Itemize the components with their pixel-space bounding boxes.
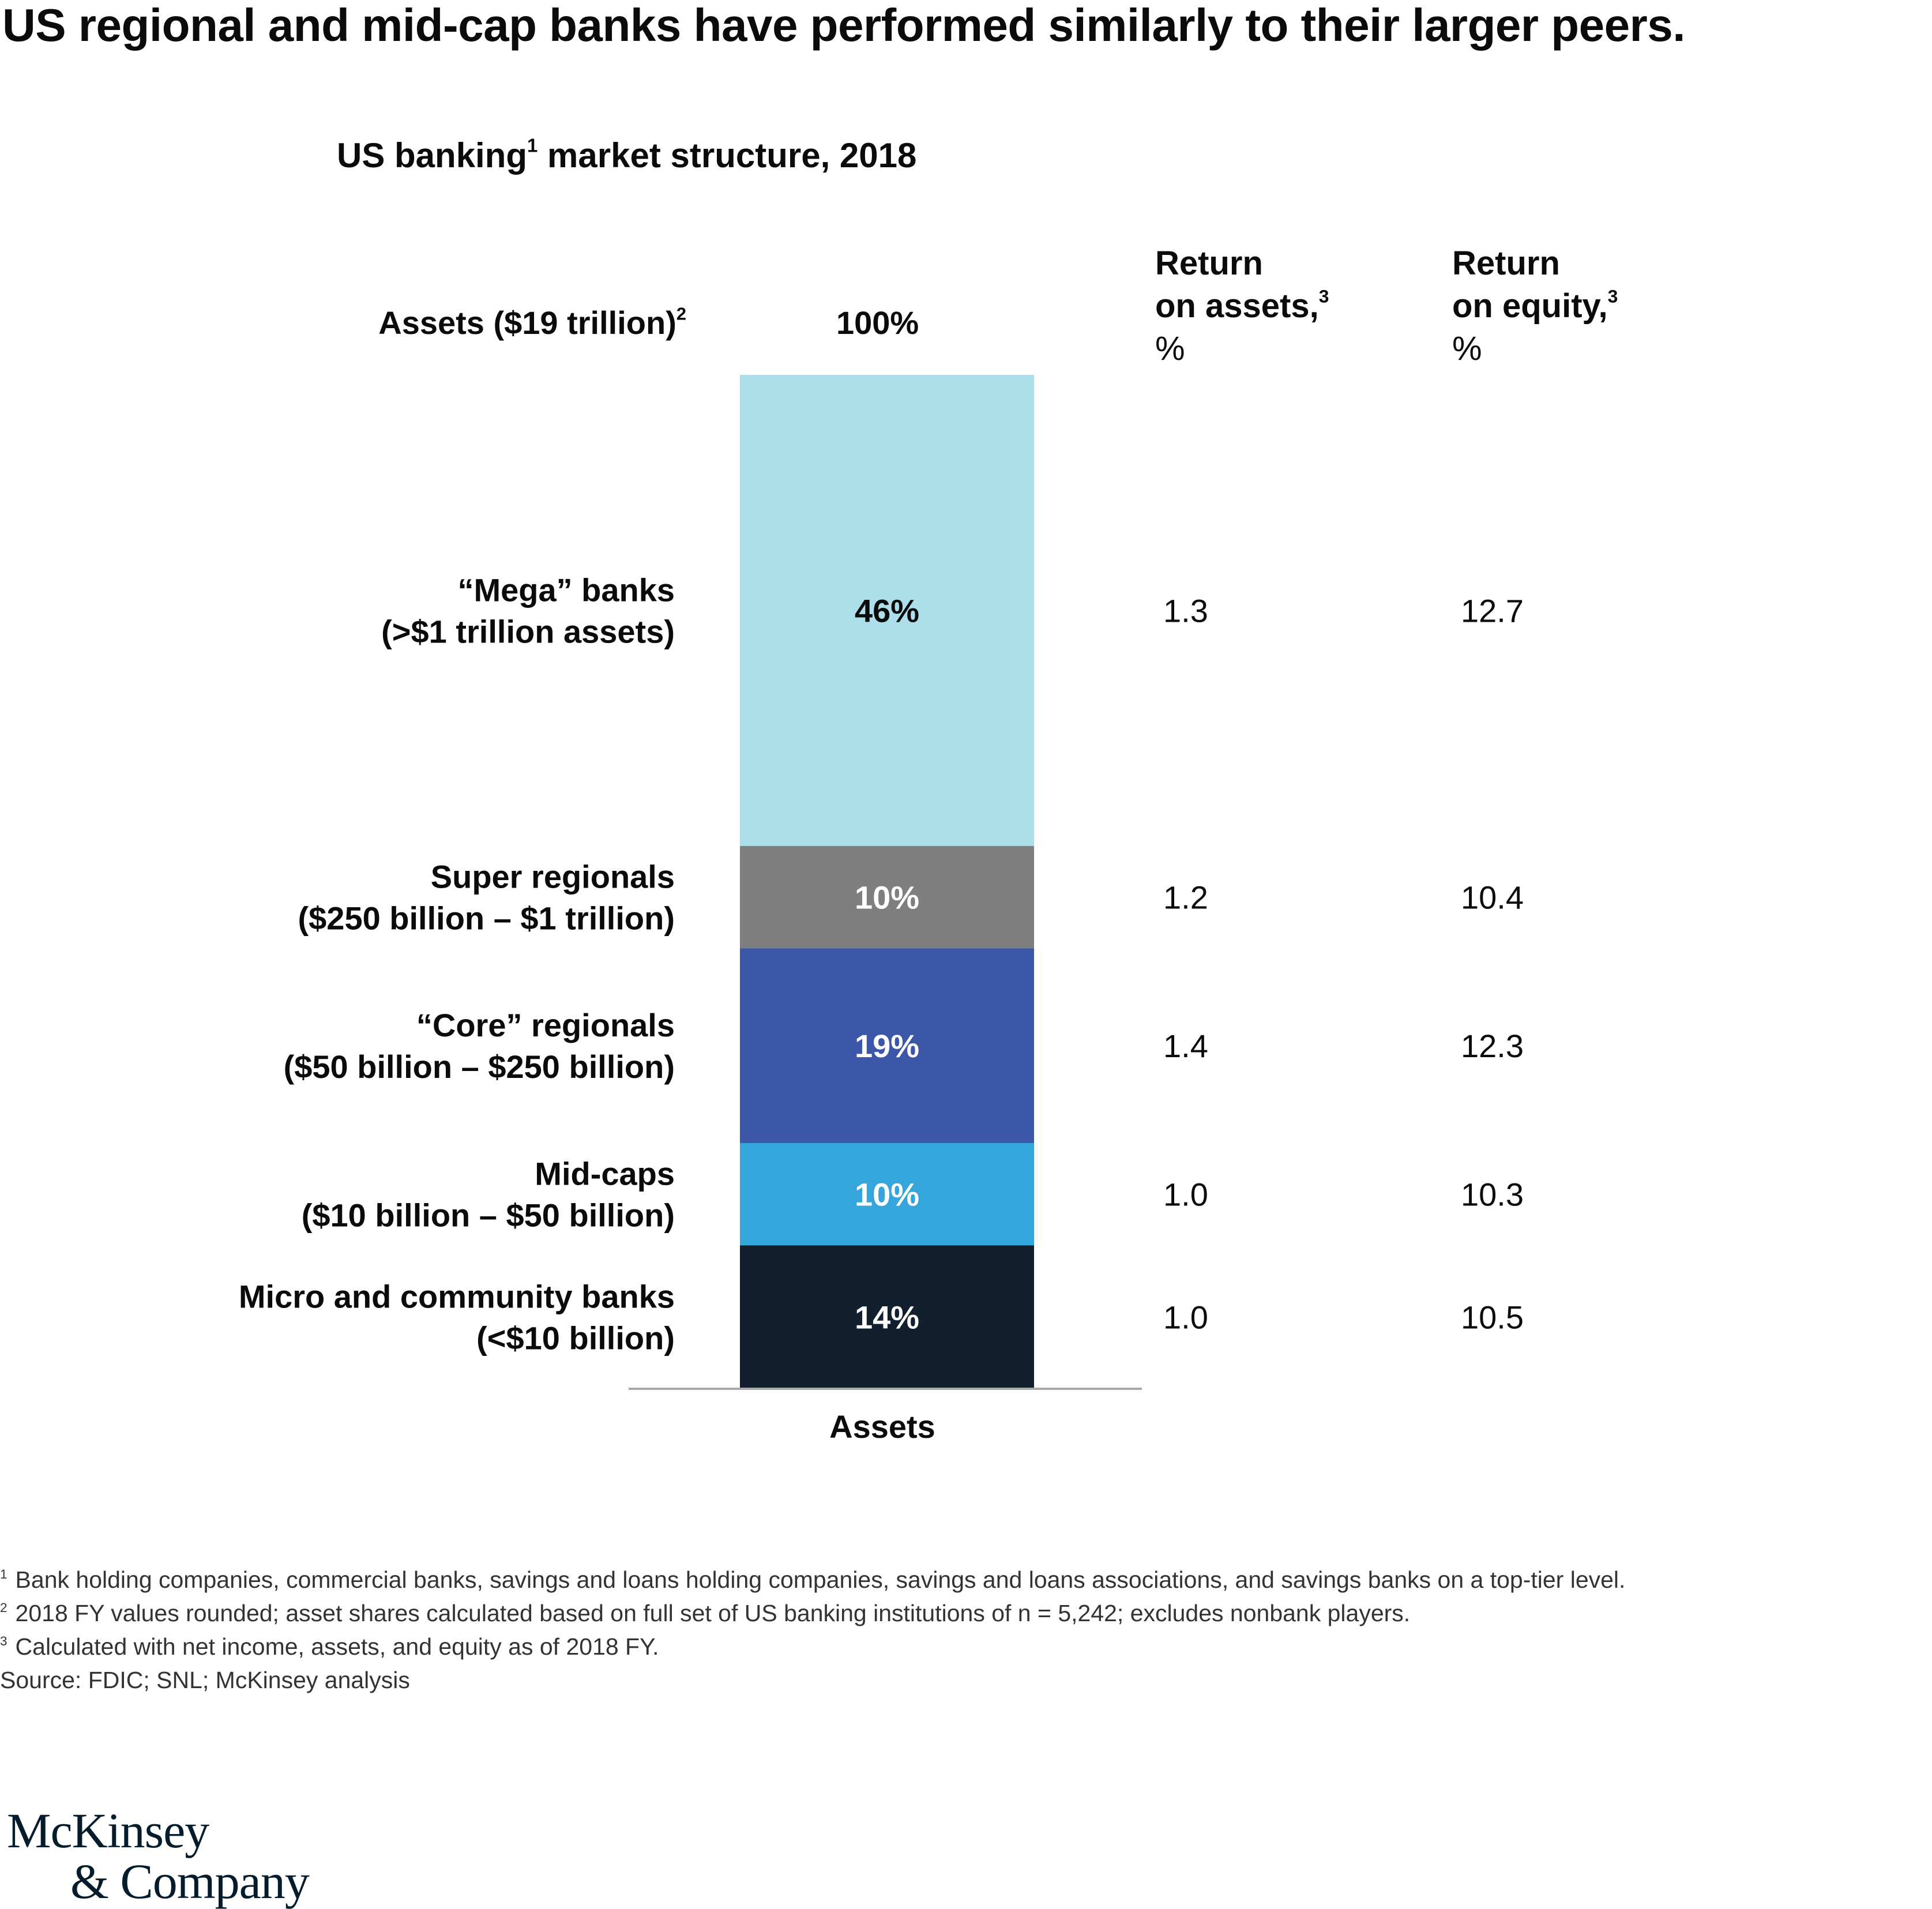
footnote: Source: FDIC; SNL; McKinsey analysis	[0, 1663, 1625, 1697]
assets-total-label: Assets ($19 trillion)2	[378, 305, 686, 341]
roa-value: 1.2	[1163, 880, 1208, 916]
roe-value: 10.5	[1461, 1299, 1524, 1336]
assets-label-text: Assets ($19 trillion)	[378, 305, 676, 341]
bar-segment-labels: 46% 10% 19% 10% 14%	[855, 592, 919, 1335]
roa-values: 1.3 1.2 1.4 1.0 1.0	[1163, 592, 1208, 1335]
roa-value: 1.0	[1163, 1299, 1208, 1336]
roa-header-line1: Return	[1155, 245, 1263, 282]
subtitle-rest: market structure, 2018	[537, 136, 917, 175]
bar-segment	[740, 375, 1034, 847]
chart-subtitle: US banking1 market structure, 2018	[337, 134, 917, 175]
bar-value-label: 10%	[855, 880, 919, 916]
category-name: “Core” regionals	[416, 1007, 675, 1043]
category-range: ($10 billion – $50 billion)	[302, 1197, 675, 1234]
x-axis-label: Assets	[829, 1408, 935, 1445]
footnote: 3 Calculated with net income, assets, and…	[0, 1630, 1625, 1663]
roe-value: 10.4	[1461, 880, 1524, 916]
bar-value-label: 19%	[855, 1028, 919, 1064]
bar-value-label: 10%	[855, 1177, 919, 1213]
bar-segments	[740, 375, 1034, 1389]
footnote-text: Source: FDIC; SNL; McKinsey analysis	[0, 1667, 410, 1693]
roa-header-unit: %	[1155, 330, 1185, 367]
mckinsey-logo: McKinsey & Company	[7, 1803, 310, 1909]
roe-value: 12.7	[1461, 592, 1524, 629]
roe-values: 12.7 10.4 12.3 10.3 10.5	[1461, 592, 1524, 1335]
category-labels: “Mega” banks (>$1 trillion assets) Super r…	[239, 572, 675, 1356]
bar-segment	[740, 845, 1034, 949]
roa-value: 1.0	[1163, 1177, 1208, 1213]
roe-header-line1: Return	[1452, 245, 1560, 282]
roa-column-header: Return on assets,3 %	[1155, 242, 1329, 370]
roa-header-footnote-marker: 3	[1318, 285, 1329, 307]
roe-value: 10.3	[1461, 1177, 1524, 1213]
footnote-text: Bank holding companies, commercial banks…	[15, 1566, 1626, 1593]
footnote-text: Calculated with net income, assets, and …	[15, 1633, 659, 1660]
bar-segment	[740, 1143, 1034, 1246]
category-name: Super regionals	[431, 859, 675, 895]
footnote: 1 Bank holding companies, commercial bank…	[0, 1563, 1625, 1596]
category-name: Mid-caps	[535, 1156, 675, 1192]
footnotes: 1 Bank holding companies, commercial bank…	[0, 1563, 1625, 1697]
roe-value: 12.3	[1461, 1028, 1524, 1064]
roa-value: 1.4	[1163, 1028, 1208, 1064]
bar-value-label: 14%	[855, 1299, 919, 1336]
roa-header-line2: on assets,	[1155, 287, 1319, 325]
category-name: “Mega” banks	[457, 572, 675, 608]
footnote: 2 2018 FY values rounded; asset shares ca…	[0, 1596, 1625, 1630]
stacked-bar-chart: 46% 10% 19% 10% 14% “Mega” banks (>$1 trillio…	[239, 375, 1524, 1445]
headline: US regional and mid-cap banks have perfo…	[2, 0, 1685, 51]
footnote-marker: 1	[0, 1567, 7, 1582]
category-range: ($50 billion – $250 billion)	[284, 1049, 675, 1085]
category-name: Micro and community banks	[239, 1279, 675, 1315]
subtitle-footnote-marker: 1	[527, 134, 538, 156]
category-range: ($250 billion – $1 trillion)	[298, 900, 675, 937]
category-range: (>$1 trillion assets)	[381, 613, 675, 649]
bar-value-label: 46%	[855, 592, 919, 629]
logo-line1: McKinsey	[7, 1803, 209, 1858]
roe-header-footnote-marker: 3	[1607, 285, 1618, 307]
footnote-text: 2018 FY values rounded; asset shares cal…	[15, 1600, 1411, 1626]
roa-value: 1.3	[1163, 592, 1208, 629]
logo-line2: & Company	[70, 1854, 310, 1909]
bar-segment	[740, 1245, 1034, 1389]
footnote-marker: 2	[0, 1600, 7, 1615]
total-percent-label: 100%	[836, 305, 919, 341]
roe-column-header: Return on equity,3 %	[1452, 242, 1618, 370]
roe-header-line2: on equity,	[1452, 287, 1608, 325]
subtitle-text: US banking	[337, 136, 528, 175]
assets-label-footnote-marker: 2	[676, 303, 686, 324]
bar-segment	[740, 948, 1034, 1144]
footnote-marker: 3	[0, 1634, 7, 1649]
roe-header-unit: %	[1452, 330, 1482, 367]
category-range: (<$10 billion)	[476, 1320, 675, 1356]
